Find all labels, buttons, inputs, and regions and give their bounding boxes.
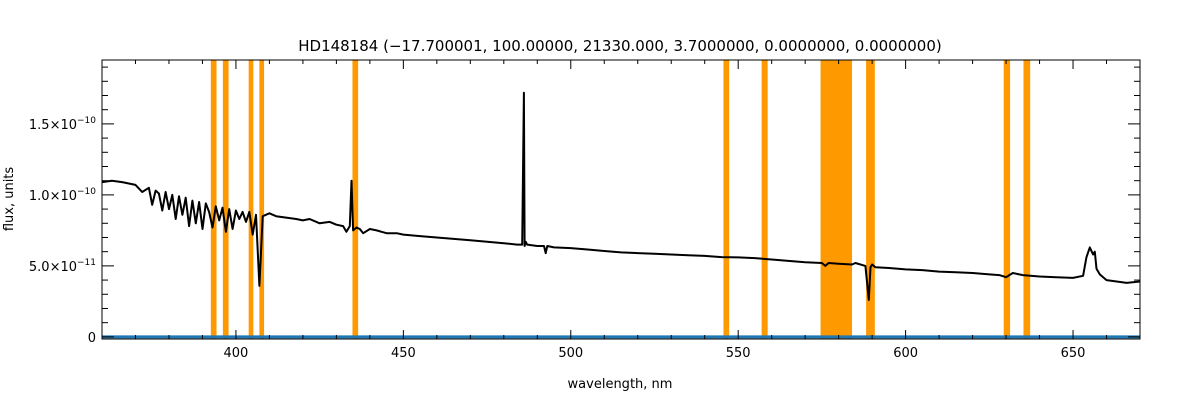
y-tick-label: 1.0×10−10	[29, 187, 96, 204]
flux-spectrum-line	[101, 91, 1141, 301]
mask-band-1	[222, 60, 229, 339]
y-tick-label: 5.0×10−11	[29, 258, 96, 275]
x-tick-label: 400	[224, 346, 249, 361]
x-tick-label: 450	[391, 346, 416, 361]
axis-ticks	[101, 60, 1141, 339]
mask-band-6	[761, 60, 768, 339]
series-layer	[101, 91, 1141, 339]
tick-labels: 400 450 500 550 600 650 0 5.0×10−11 1.0×10−10 1.5…	[29, 116, 1086, 361]
mask-band-2	[248, 60, 254, 339]
plot-frame	[101, 59, 1141, 340]
mask-band-0	[210, 60, 217, 339]
x-tick-label: 550	[726, 346, 751, 361]
mask-band-4	[352, 60, 359, 339]
y-tick-label: 1.5×10−10	[29, 116, 96, 133]
mask-band-9	[1003, 60, 1011, 339]
y-axis-label: flux, units	[2, 167, 17, 232]
mask-band-7	[820, 60, 853, 339]
mask-band-10	[1023, 60, 1031, 339]
x-tick-label: 600	[893, 346, 918, 361]
mask-band-8	[866, 60, 875, 339]
x-tick-label: 650	[1061, 346, 1086, 361]
mask-band-5	[723, 60, 730, 339]
x-tick-label: 500	[558, 346, 583, 361]
mask-bands	[210, 60, 1031, 339]
x-axis-label: wavelength, nm	[568, 377, 673, 392]
y-tick-label: 0	[88, 331, 96, 346]
chart-title: HD148184 (−17.700001, 100.00000, 21330.0…	[298, 37, 942, 55]
mask-band-3	[259, 60, 265, 339]
